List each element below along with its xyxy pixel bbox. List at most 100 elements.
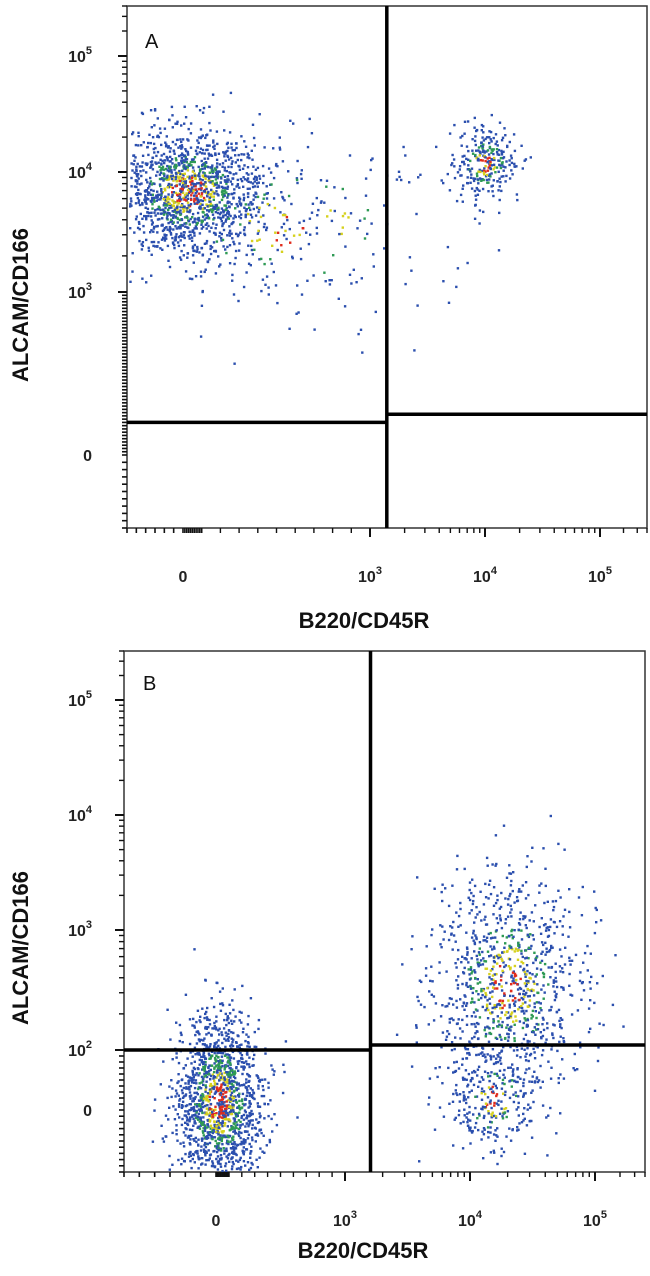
event-dot (552, 920, 556, 924)
event-dot (209, 208, 213, 211)
event-dot (240, 1084, 244, 1087)
event-dot (230, 165, 233, 169)
event-dot (186, 1075, 190, 1078)
event-dot (291, 257, 294, 260)
event-dot (510, 976, 513, 979)
event-dot (214, 175, 218, 178)
event-dot (176, 193, 179, 197)
event-dot (493, 1101, 496, 1105)
event-dot (150, 126, 153, 129)
event-dot (186, 166, 189, 169)
event-dot (212, 1075, 216, 1078)
event-dot (217, 1162, 220, 1165)
event-dot (453, 176, 457, 180)
event-dot (489, 931, 492, 935)
event-dot (190, 1115, 194, 1118)
event-dot (227, 217, 231, 220)
event-dot (218, 170, 221, 173)
event-dot (209, 1124, 213, 1127)
event-dot (223, 1104, 227, 1107)
event-dot (179, 172, 182, 175)
event-dot (493, 166, 496, 169)
event-dot (496, 954, 499, 958)
event-dot (199, 1094, 203, 1097)
event-dot (500, 189, 503, 193)
event-dot (595, 921, 598, 924)
event-dot (538, 891, 541, 894)
event-dot (236, 234, 240, 238)
event-dot (212, 231, 216, 235)
event-dot (495, 151, 499, 154)
event-dot (244, 1139, 247, 1142)
event-dot (228, 229, 232, 232)
event-dot (198, 1103, 201, 1106)
event-dot (199, 188, 203, 191)
event-dot (499, 166, 503, 170)
event-dot (507, 999, 510, 1002)
event-dot (248, 1100, 251, 1103)
event-dot (205, 239, 209, 243)
event-dot (233, 214, 236, 217)
event-dot (482, 178, 485, 182)
event-dot (226, 1080, 229, 1084)
event-dot (520, 144, 523, 147)
event-dot (210, 192, 213, 196)
event-dot (442, 1115, 446, 1118)
event-dot (494, 1061, 498, 1065)
event-dot (179, 1084, 182, 1088)
event-dot (138, 222, 141, 225)
event-dot (189, 1084, 193, 1088)
event-dot (548, 948, 552, 952)
event-dot (201, 254, 204, 257)
event-dot (210, 1050, 214, 1053)
event-dot (466, 1124, 470, 1127)
event-dot (211, 1110, 214, 1114)
event-dot (219, 1154, 223, 1157)
event-dot (466, 1048, 470, 1051)
event-dot (154, 208, 157, 212)
event-dot (201, 1092, 204, 1096)
event-dot (173, 208, 177, 212)
event-dot (253, 180, 256, 183)
event-dot (429, 979, 432, 983)
event-dot (156, 134, 160, 137)
event-dot (205, 227, 208, 230)
event-dot (184, 1110, 187, 1113)
event-dot (248, 1121, 252, 1124)
event-dot (551, 946, 554, 949)
event-dot (456, 987, 460, 990)
event-dot (491, 1114, 494, 1117)
event-dot (237, 1069, 240, 1072)
event-dot (488, 173, 491, 176)
event-dot (199, 202, 202, 206)
event-dot (562, 988, 565, 991)
event-dot (468, 1105, 471, 1109)
event-dot (209, 1115, 213, 1118)
event-dot (493, 1151, 496, 1154)
event-dot (192, 1097, 195, 1100)
event-dot (219, 1165, 223, 1168)
event-dot (241, 1057, 244, 1061)
event-dot (546, 926, 549, 929)
event-dot (420, 980, 423, 984)
event-dot (212, 170, 215, 173)
event-dot (168, 202, 171, 205)
event-dot (520, 1010, 523, 1013)
event-dot (296, 1116, 299, 1119)
event-dot (470, 936, 474, 939)
event-dot (516, 958, 520, 961)
event-dot (486, 169, 490, 172)
event-dot (229, 91, 233, 95)
event-dot (201, 208, 205, 211)
event-dot (208, 1092, 212, 1095)
event-dot (247, 180, 250, 183)
event-dot (485, 856, 489, 860)
event-dot (432, 995, 436, 998)
event-dot (587, 1007, 591, 1010)
event-dot (226, 180, 229, 183)
event-dot (244, 1039, 247, 1043)
event-dot (139, 170, 142, 173)
event-dot (168, 160, 171, 163)
event-dot (486, 864, 489, 867)
event-dot (190, 176, 194, 179)
